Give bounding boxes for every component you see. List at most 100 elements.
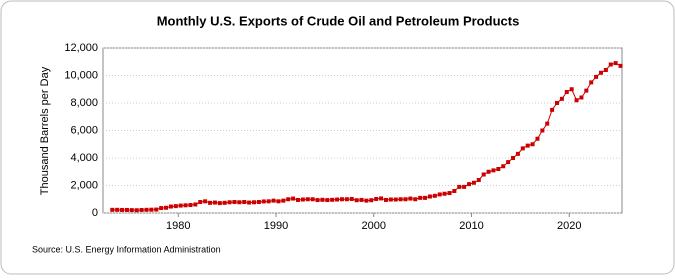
data-point [134,208,139,213]
data-point [427,194,432,199]
data-point [491,168,496,173]
data-point [486,169,491,174]
data-point [256,200,261,204]
data-point [217,201,222,206]
chart-title: Monthly U.S. Exports of Crude Oil and Pe… [157,13,520,28]
data-point [452,189,457,193]
data-point [437,192,442,197]
data-point [305,197,310,202]
data-point [208,200,213,205]
data-point [462,184,467,189]
data-point [115,207,120,212]
data-point [110,207,115,212]
data-point [447,191,452,196]
data-point [457,184,462,189]
data-point [188,203,193,208]
data-point [286,197,291,202]
data-point [237,200,242,205]
data-point [227,200,232,205]
data-point [579,95,584,100]
data-point [300,197,305,202]
data-point [408,196,413,201]
data-point [467,182,472,187]
data-point [442,191,447,196]
data-point [247,200,252,205]
data-point [481,172,486,177]
data-point [613,61,618,66]
data-point [281,198,286,203]
data-point [242,200,247,204]
data-point [349,196,354,201]
data-point [203,199,208,204]
data-point [540,128,545,133]
data-point [594,74,599,79]
data-point [471,180,476,185]
data-point [354,198,359,203]
data-point [193,202,198,207]
data-point [252,200,257,205]
data-point [173,204,178,209]
data-point [379,196,384,201]
data-point [388,197,393,202]
data-point [325,198,330,203]
data-point [398,197,403,202]
data-point [369,198,374,203]
data-point [364,198,369,203]
data-point [393,197,398,202]
data-point [418,195,423,200]
y-tick-label: 12,000 [64,42,98,54]
x-tick-label: 2010 [459,220,483,232]
data-point [144,207,149,212]
data-point [383,197,388,202]
data-point [154,207,159,212]
data-point [511,156,516,160]
data-point [315,198,320,203]
data-point [530,142,535,147]
y-tick-label: 4,000 [70,152,98,164]
data-point [574,98,579,103]
data-point [535,136,540,141]
data-point [168,204,173,209]
data-point [569,87,574,92]
data-point [423,195,428,200]
data-point [359,197,364,202]
data-point [276,199,281,204]
data-point [476,178,481,182]
data-point [506,160,511,165]
data-point [212,200,217,205]
data-point [550,107,555,112]
data-point [559,96,564,101]
data-point [501,164,506,169]
data-point [608,62,613,67]
data-point [271,198,276,203]
data-point [520,146,525,151]
data-point [432,193,437,198]
data-point [120,207,125,212]
source: Source: U.S. Energy Information Administ… [32,244,221,254]
data-point [589,80,594,85]
data-point [295,197,300,202]
data-point [339,197,344,202]
data-point [618,63,623,68]
data-point [320,197,325,202]
data-point [525,143,530,148]
data-point [124,207,129,212]
data-point [496,167,501,171]
data-point [374,196,379,201]
data-point [515,151,520,156]
data-point [266,199,271,204]
y-tick-label: 6,000 [70,124,98,136]
data-point [129,208,134,213]
data-point [584,88,589,93]
x-tick-label: 2000 [361,220,385,232]
data-point [564,90,569,94]
data-point [330,197,335,202]
data-point [178,203,183,208]
x-tick-label: 1980 [166,220,190,232]
data-point [159,206,164,211]
data-point [335,197,340,202]
data-point [164,205,169,210]
data-point [261,199,266,204]
y-tick-label: 10,000 [64,69,98,81]
